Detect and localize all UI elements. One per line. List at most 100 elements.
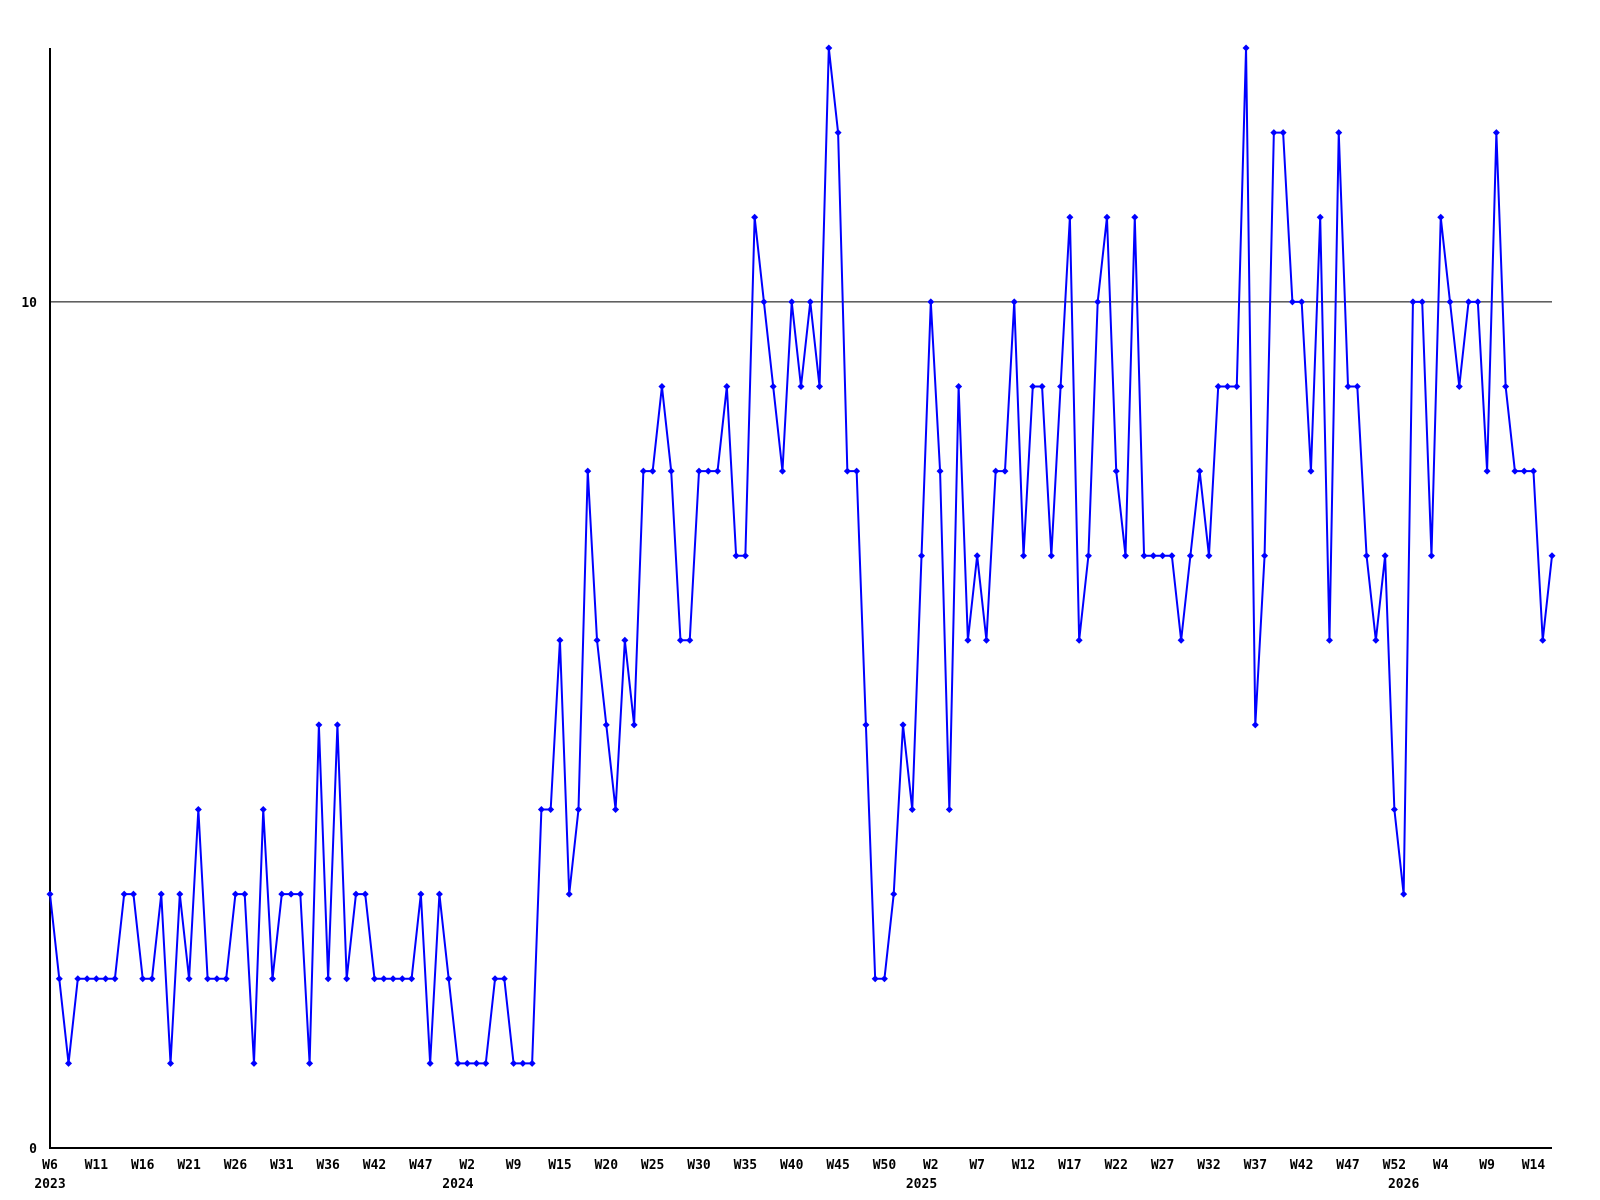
- data-point-marker: [853, 467, 861, 475]
- data-point-marker: [278, 890, 286, 898]
- data-point-marker: [315, 721, 323, 729]
- data-point-marker: [1344, 382, 1352, 390]
- data-point-marker: [1223, 382, 1231, 390]
- data-point-marker: [602, 721, 610, 729]
- data-point-marker: [639, 467, 647, 475]
- x-tick-label: W40: [780, 1158, 804, 1173]
- data-point-marker: [102, 975, 110, 983]
- data-point-marker: [899, 721, 907, 729]
- data-point-marker: [612, 806, 620, 814]
- data-point-marker: [1427, 552, 1435, 560]
- x-tick-label: W27: [1151, 1158, 1174, 1173]
- data-point-marker: [741, 552, 749, 560]
- data-point-marker: [129, 890, 137, 898]
- data-point-marker: [148, 975, 156, 983]
- data-point-marker: [890, 890, 898, 898]
- data-point-marker: [445, 975, 453, 983]
- data-point-marker: [1057, 382, 1065, 390]
- data-point-marker: [992, 467, 1000, 475]
- data-point-marker: [120, 890, 128, 898]
- data-point-marker: [788, 298, 796, 306]
- x-tick-label: W7: [969, 1158, 985, 1173]
- data-point-marker: [565, 890, 573, 898]
- data-point-marker: [574, 806, 582, 814]
- x-tick-label: W36: [316, 1158, 340, 1173]
- x-tick-label: W42: [1290, 1158, 1313, 1173]
- data-point-marker: [1400, 890, 1408, 898]
- data-point-marker: [1529, 467, 1537, 475]
- data-point-marker: [361, 890, 369, 898]
- data-point-marker: [1214, 382, 1222, 390]
- x-tick-label: W6: [42, 1158, 58, 1173]
- data-point-marker: [751, 213, 759, 221]
- data-point-marker: [1084, 552, 1092, 560]
- data-point-marker: [408, 975, 416, 983]
- x-year-label: 2026: [1388, 1177, 1419, 1192]
- data-point-marker: [1159, 552, 1167, 560]
- data-point-marker: [1242, 44, 1250, 52]
- data-point-marker: [306, 1059, 314, 1067]
- data-point-marker: [176, 890, 184, 898]
- data-point-marker: [482, 1059, 490, 1067]
- x-tick-label: W14: [1522, 1158, 1546, 1173]
- data-point-marker: [1298, 298, 1306, 306]
- x-tick-label: W22: [1104, 1158, 1127, 1173]
- data-point-marker: [816, 382, 824, 390]
- data-point-marker: [1001, 467, 1009, 475]
- x-tick-label: W31: [270, 1158, 294, 1173]
- data-point-marker: [371, 975, 379, 983]
- x-tick-label: W35: [734, 1158, 757, 1173]
- data-point-marker: [1437, 213, 1445, 221]
- data-point-marker: [398, 975, 406, 983]
- x-tick-label: W45: [826, 1158, 849, 1173]
- data-point-marker: [1409, 298, 1417, 306]
- x-tick-label: W20: [595, 1158, 619, 1173]
- data-point-marker: [825, 44, 833, 52]
- x-year-label: 2025: [906, 1177, 937, 1192]
- x-tick-label: W21: [177, 1158, 201, 1173]
- x-tick-label: W32: [1197, 1158, 1220, 1173]
- data-point-marker: [454, 1059, 462, 1067]
- x-tick-label: W17: [1058, 1158, 1081, 1173]
- x-tick-label: W26: [224, 1158, 248, 1173]
- data-point-marker: [435, 890, 443, 898]
- data-point-marker: [352, 890, 360, 898]
- data-point-marker: [231, 890, 239, 898]
- data-point-marker: [463, 1059, 471, 1067]
- data-point-marker: [723, 382, 731, 390]
- data-point-marker: [83, 975, 91, 983]
- data-point-marker: [185, 975, 193, 983]
- data-point-marker: [1140, 552, 1148, 560]
- data-point-marker: [880, 975, 888, 983]
- data-point-marker: [1307, 467, 1315, 475]
- x-year-label: 2024: [442, 1177, 473, 1192]
- x-tick-label: W16: [131, 1158, 155, 1173]
- data-point-marker: [1353, 382, 1361, 390]
- data-point-marker: [1233, 382, 1241, 390]
- data-point-marker: [157, 890, 165, 898]
- x-tick-label: W11: [85, 1158, 109, 1173]
- data-point-marker: [241, 890, 249, 898]
- data-point-marker: [1390, 806, 1398, 814]
- data-point-marker: [1010, 298, 1018, 306]
- data-point-marker: [1548, 552, 1556, 560]
- data-point-marker: [806, 298, 814, 306]
- y-tick-label: 0: [29, 1142, 37, 1157]
- data-point-marker: [1149, 552, 1157, 560]
- data-point-marker: [621, 636, 629, 644]
- data-point-marker: [556, 636, 564, 644]
- data-point-marker: [769, 382, 777, 390]
- x-tick-label: W12: [1012, 1158, 1035, 1173]
- data-point-marker: [908, 806, 916, 814]
- x-tick-label: W52: [1383, 1158, 1406, 1173]
- data-point-marker: [593, 636, 601, 644]
- data-point-marker: [1047, 552, 1055, 560]
- data-point-marker: [955, 382, 963, 390]
- x-tick-label: W9: [506, 1158, 522, 1173]
- data-point-marker: [194, 806, 202, 814]
- data-point-marker: [519, 1059, 527, 1067]
- data-point-marker: [139, 975, 147, 983]
- x-tick-label: W30: [687, 1158, 711, 1173]
- data-point-marker: [287, 890, 295, 898]
